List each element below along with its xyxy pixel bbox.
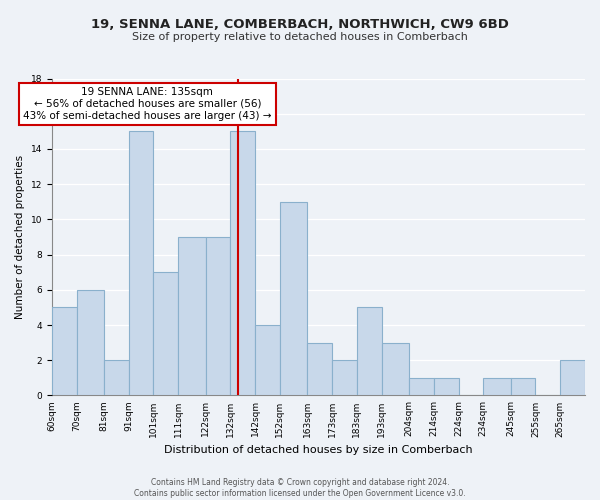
- Bar: [255, 325, 280, 396]
- Text: 19, SENNA LANE, COMBERBACH, NORTHWICH, CW9 6BD: 19, SENNA LANE, COMBERBACH, NORTHWICH, C…: [91, 18, 509, 30]
- Bar: [484, 378, 511, 396]
- Text: 19 SENNA LANE: 135sqm
← 56% of detached houses are smaller (56)
43% of semi-deta: 19 SENNA LANE: 135sqm ← 56% of detached …: [23, 88, 272, 120]
- Bar: [357, 308, 382, 396]
- Bar: [178, 237, 206, 396]
- Text: Contains HM Land Registry data © Crown copyright and database right 2024.
Contai: Contains HM Land Registry data © Crown c…: [134, 478, 466, 498]
- Bar: [104, 360, 128, 396]
- Bar: [307, 342, 332, 396]
- Bar: [206, 237, 230, 396]
- Bar: [434, 378, 458, 396]
- Bar: [154, 272, 178, 396]
- Bar: [332, 360, 357, 396]
- Bar: [382, 342, 409, 396]
- Bar: [128, 132, 154, 396]
- Text: Size of property relative to detached houses in Comberbach: Size of property relative to detached ho…: [132, 32, 468, 42]
- Bar: [409, 378, 434, 396]
- Bar: [560, 360, 585, 396]
- Bar: [77, 290, 104, 396]
- X-axis label: Distribution of detached houses by size in Comberbach: Distribution of detached houses by size …: [164, 445, 473, 455]
- Bar: [230, 132, 255, 396]
- Y-axis label: Number of detached properties: Number of detached properties: [15, 155, 25, 319]
- Bar: [52, 308, 77, 396]
- Bar: [511, 378, 535, 396]
- Bar: [280, 202, 307, 396]
